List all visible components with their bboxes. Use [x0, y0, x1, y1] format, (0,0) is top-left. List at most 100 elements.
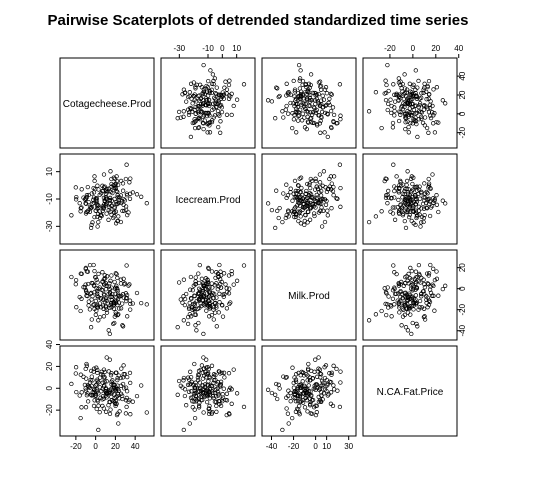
scatter-point [106, 291, 111, 297]
scatter-point [338, 113, 343, 118]
scatter-point [125, 314, 130, 319]
scatter-point [112, 300, 117, 306]
scatter-point [431, 196, 436, 201]
scatter-point [89, 374, 94, 379]
scatter-point [366, 318, 372, 323]
scatter-point [86, 303, 91, 308]
scatter-point [85, 391, 90, 396]
scatter-point [296, 370, 301, 376]
panel-n-ca-fat-price-vs-icecream-prod [160, 345, 256, 437]
scatter-point [422, 123, 428, 128]
scatter-point [305, 195, 310, 201]
scatter-point [113, 221, 119, 226]
scatter-point [217, 401, 222, 407]
scatter-point [192, 361, 197, 367]
scatter-point [431, 87, 436, 92]
scatter-point [408, 176, 414, 181]
scatter-point [417, 96, 422, 101]
scatter-point [403, 113, 408, 119]
scatter-point [315, 123, 320, 128]
scatter-point [292, 396, 297, 401]
scatter-point [312, 369, 317, 374]
scatter-point [434, 202, 440, 207]
scatter-point [273, 225, 278, 231]
scatter-point [94, 198, 99, 203]
scatter-point [120, 323, 125, 328]
scatter-point [201, 293, 206, 298]
scatter-point [99, 296, 104, 301]
panel-cotagecheese-prod-vs-icecream-prod [160, 57, 256, 149]
scatter-point [100, 270, 105, 275]
scatter-point [417, 298, 423, 304]
scatter-point [379, 125, 384, 131]
panel-milk-prod-vs-icecream-prod [160, 249, 256, 341]
scatter-point [411, 209, 416, 214]
scatter-point [424, 97, 429, 102]
scatter-point [290, 365, 295, 370]
scatter-point [417, 184, 422, 189]
scatter-point [93, 312, 98, 317]
bottom-tick-label-milk-prod-0: -40 [266, 442, 278, 451]
scatter-point [327, 176, 332, 182]
scatter-point [293, 214, 299, 220]
scatter-point [211, 78, 216, 84]
scatter-point [218, 379, 224, 384]
scatter-point [392, 291, 398, 297]
scatter-point [109, 294, 115, 300]
scatter-point [139, 194, 144, 199]
scatter-point [308, 185, 313, 191]
scatter-point [306, 81, 312, 86]
scatter-point [91, 369, 96, 374]
scatter-point [414, 184, 420, 189]
scatter-point [117, 396, 122, 401]
panel-frame [59, 249, 155, 341]
scatter-point [443, 201, 448, 206]
scatter-point [97, 375, 103, 380]
left-tick-label-n-ca-fat-price-3: -20 [45, 404, 54, 416]
scatter-point [220, 93, 226, 98]
scatter-point [419, 114, 424, 119]
scatter-point [199, 303, 204, 309]
scatter-point [139, 383, 144, 388]
scatter-point [309, 398, 315, 403]
scatter-point [200, 383, 205, 388]
scatter-point [209, 269, 215, 274]
scatter-point [431, 200, 436, 206]
scatter-point [176, 378, 182, 384]
scatter-point [229, 268, 234, 274]
scatter-point [107, 411, 113, 417]
scatter-point [118, 277, 124, 282]
scatter-point [205, 295, 211, 300]
scatter-point [195, 375, 201, 380]
scatter-point [144, 410, 149, 415]
scatter-point [227, 387, 232, 393]
scatter-point [424, 297, 429, 302]
scatter-point [95, 305, 101, 310]
scatter-point [338, 380, 343, 385]
scatter-point [319, 224, 325, 229]
scatter-point [421, 90, 426, 96]
scatter-point [99, 369, 104, 374]
scatter-point [139, 300, 144, 306]
scatter-point [188, 381, 194, 387]
scatter-point [391, 263, 396, 268]
panel-frame [160, 249, 256, 341]
scatter-point [443, 101, 448, 106]
scatter-point [422, 314, 427, 319]
scatter-point [325, 134, 330, 140]
scatter-point [201, 331, 206, 337]
right-tick-label-cotagecheese-prod-2: 0 [458, 111, 467, 116]
scatter-point [419, 91, 424, 96]
scatter-point [214, 303, 219, 308]
scatter-point [192, 385, 197, 390]
scatter-point [389, 110, 394, 116]
scatter-point [424, 205, 429, 210]
scatter-point [194, 298, 199, 304]
scatter-point [193, 386, 198, 391]
scatter-point [134, 393, 140, 399]
scatter-point [335, 120, 340, 126]
scatter-point [196, 104, 202, 109]
scatter-point [411, 117, 416, 122]
scatter-point [304, 188, 309, 194]
scatter-point [415, 324, 420, 329]
